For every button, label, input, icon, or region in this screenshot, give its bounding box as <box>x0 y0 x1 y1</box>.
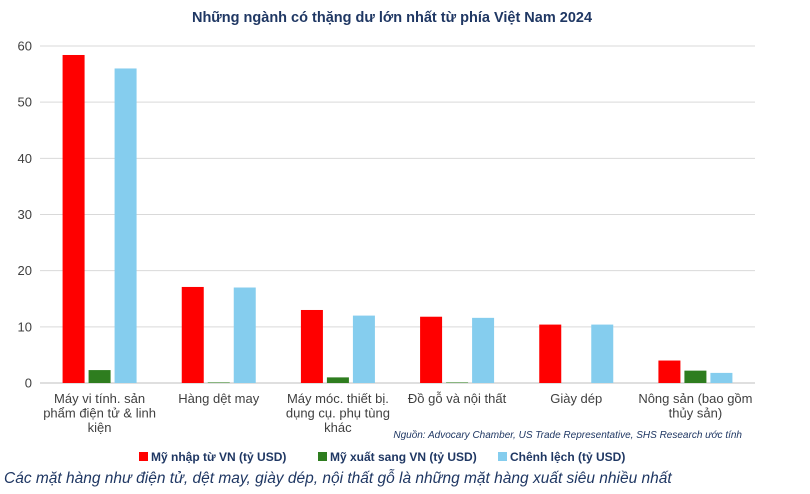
bar <box>539 324 562 383</box>
bar <box>591 324 614 383</box>
y-tick-label: 30 <box>18 207 32 222</box>
y-tick-label: 0 <box>25 376 32 391</box>
bar <box>114 68 137 383</box>
y-tick-label: 10 <box>18 319 32 334</box>
bar <box>658 360 681 383</box>
x-tick-label: Máy móc. thiết bị. <box>287 391 389 406</box>
x-tick-label: Hàng dệt may <box>178 391 259 406</box>
y-tick-label: 40 <box>18 151 32 166</box>
y-tick-label: 60 <box>18 39 32 54</box>
legend-label: Chênh lệch (tỷ USD) <box>510 450 625 464</box>
bar <box>710 372 733 383</box>
source-note: Nguồn: Advocary Chamber, US Trade Repres… <box>393 429 742 441</box>
x-tick-label: Máy vi tính. sản <box>54 391 145 406</box>
bar <box>472 317 495 383</box>
y-tick-label: 20 <box>18 263 32 278</box>
bar <box>326 377 349 383</box>
x-tick-label: kiện <box>88 420 112 435</box>
legend: Mỹ nhập từ VN (tỷ USD) Mỹ xuất sang VN (t… <box>139 450 625 464</box>
bars <box>62 54 733 384</box>
x-tick-label: Nông sản (bao gồm <box>638 391 752 406</box>
x-tick-label: phẩm điện tử & linh <box>43 406 156 421</box>
bar <box>207 382 230 383</box>
bar <box>62 54 85 384</box>
bar <box>300 309 323 383</box>
bar <box>88 370 111 383</box>
y-tick-label: 50 <box>18 95 32 110</box>
legend-swatch <box>318 452 327 461</box>
chart-title: Những ngành có thặng dư lớn nhất từ phía… <box>192 10 592 26</box>
bar <box>181 286 204 383</box>
legend-swatch <box>498 452 507 461</box>
legend-label: Mỹ xuất sang VN (tỷ USD) <box>330 450 477 464</box>
x-tick-label: khác <box>324 420 352 435</box>
image-caption: Các mặt hàng như điện tử, dệt may, giày … <box>4 470 672 487</box>
y-axis: 0 10 20 30 40 50 60 <box>18 39 32 391</box>
bar <box>352 315 375 383</box>
gridlines <box>40 45 755 384</box>
legend-swatch <box>139 452 148 461</box>
x-tick-label: dụng cụ. phụ tùng <box>286 406 390 421</box>
bar <box>684 370 707 383</box>
bar <box>233 287 256 383</box>
legend-label: Mỹ nhập từ VN (tỷ USD) <box>151 450 286 464</box>
x-tick-label: Đồ gỗ và nội thất <box>408 391 507 406</box>
x-tick-label: Giày dép <box>550 391 602 406</box>
x-tick-label: thủy sản) <box>669 406 722 421</box>
bar <box>446 382 469 383</box>
bar <box>420 316 443 383</box>
